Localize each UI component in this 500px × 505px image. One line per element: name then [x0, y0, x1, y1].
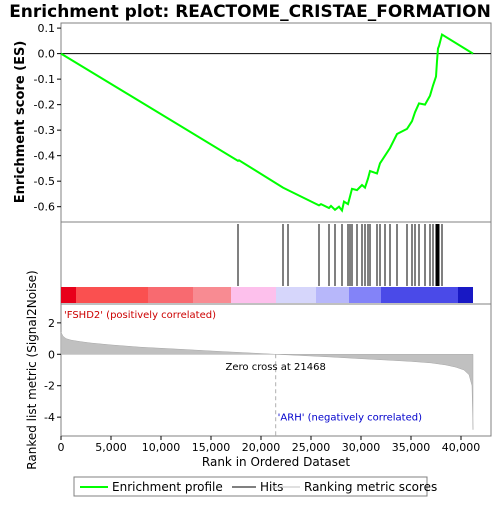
- color-bar-segment: [316, 287, 349, 303]
- x-tick-label: 5,000: [95, 441, 127, 454]
- positive-correlation-label: 'FSHD2' (positively correlated): [64, 310, 216, 321]
- color-bar-segment: [458, 287, 473, 303]
- es-y-tick-label: -0.6: [34, 201, 55, 214]
- metric-x-axis-ticks: 0 5,000 10,000 15,000 20,000 25,000 30,000 35,0…: [58, 436, 481, 454]
- es-panel-frame: [60, 22, 492, 223]
- metric-y-axis-ticks: 2 0 -2 -4: [44, 317, 61, 424]
- es-y-tick-label: -0.4: [34, 150, 55, 163]
- es-y-tick-label: 0.0: [38, 48, 56, 61]
- color-bar-segment: [193, 287, 231, 303]
- es-y-axis-label: Enrichment score (ES): [13, 41, 28, 204]
- color-bar-segment: [148, 287, 193, 303]
- metric-y-tick-label: 2: [48, 317, 55, 330]
- es-y-tick-label: -0.5: [34, 175, 55, 188]
- ranking-metric-area: [60, 332, 474, 430]
- color-bar-segment: [381, 287, 458, 303]
- color-bar-segment: [61, 287, 76, 303]
- metric-y-tick-label: 0: [48, 348, 55, 361]
- x-tick-label: 40,000: [442, 441, 481, 454]
- color-bar-segment: [276, 287, 316, 303]
- x-tick-label: 30,000: [342, 441, 381, 454]
- zero-cross-label: Zero cross at 21468: [226, 362, 326, 373]
- negative-correlation-label: 'ARH' (negatively correlated): [278, 412, 422, 423]
- enrichment-profile-line: [60, 32, 474, 213]
- chart-legend: Enrichment profile Hits Ranking metric s…: [73, 476, 437, 497]
- color-bar-segment: [349, 287, 381, 303]
- es-y-tick-label: -0.1: [34, 73, 55, 86]
- es-y-tick-label: 0.1: [38, 22, 56, 35]
- metric-y-tick-label: -2: [44, 380, 55, 393]
- legend-enrichment-label: Enrichment profile: [112, 480, 223, 494]
- x-axis-label: Rank in Ordered Dataset: [202, 455, 350, 469]
- x-tick-label: 15,000: [192, 441, 231, 454]
- metric-y-tick-label: -4: [44, 411, 55, 424]
- rank-color-bar: [61, 287, 473, 303]
- legend-hits-label: Hits: [260, 480, 283, 494]
- x-tick-label: 0: [58, 441, 65, 454]
- legend-metric-label: Ranking metric scores: [304, 480, 437, 494]
- es-y-axis-ticks: 0.1 0.0 -0.1 -0.2 -0.3 -0.4 -0.5 -0.6: [34, 22, 61, 214]
- x-tick-label: 25,000: [292, 441, 331, 454]
- es-y-tick-label: -0.2: [34, 99, 55, 112]
- chart-title: Enrichment plot: REACTOME_CRISTAE_FORMAT…: [9, 2, 491, 22]
- hit-marks: [237, 224, 443, 286]
- color-bar-segment: [76, 287, 148, 303]
- es-y-tick-label: -0.3: [34, 124, 55, 137]
- x-tick-label: 35,000: [392, 441, 431, 454]
- metric-y-axis-label: Ranked list metric (Signal2Noise): [25, 270, 39, 469]
- x-tick-label: 10,000: [142, 441, 181, 454]
- x-tick-label: 20,000: [242, 441, 281, 454]
- color-bar-segment: [231, 287, 276, 303]
